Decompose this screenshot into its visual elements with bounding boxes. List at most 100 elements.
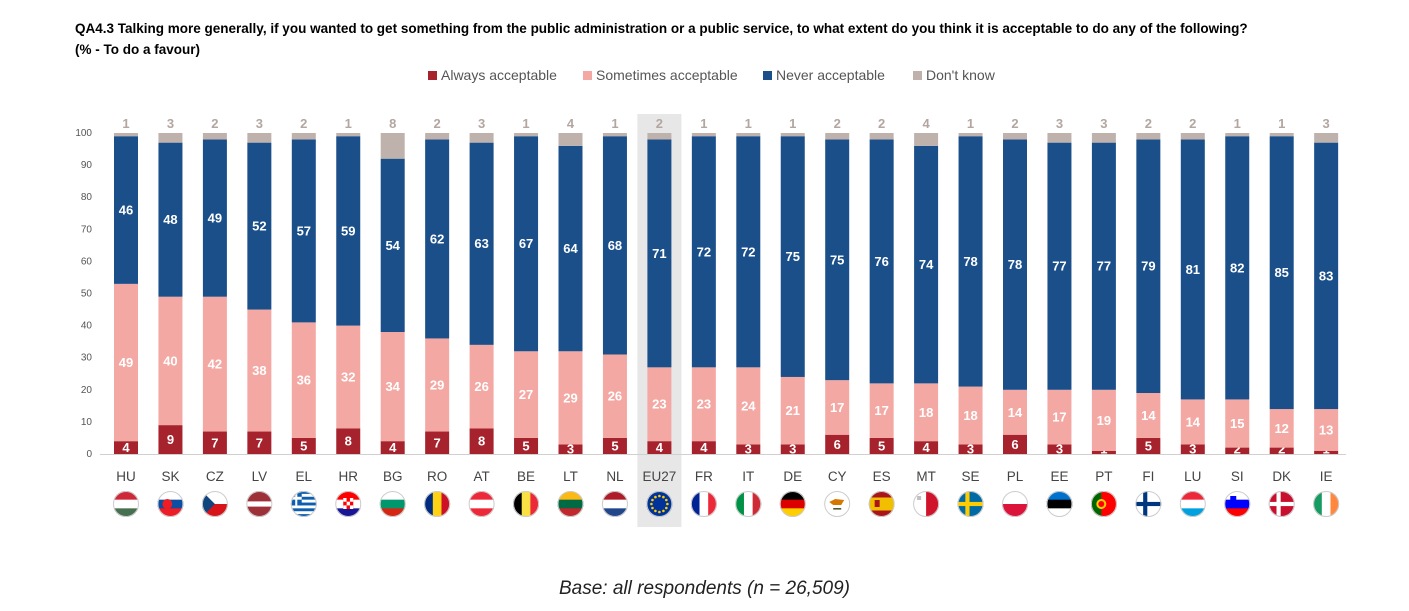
bar-segment-sk-3: [158, 133, 183, 143]
data-label: 14: [1186, 414, 1201, 429]
data-label-dont-know: 8: [389, 116, 396, 131]
data-label-dont-know: 2: [434, 116, 441, 131]
bar-segment-se-1: [958, 386, 983, 445]
flag-de-icon: [779, 491, 806, 517]
bar-segment-si-0: [1225, 447, 1250, 454]
y-tick-label: 20: [81, 385, 93, 396]
data-label: 5: [300, 438, 307, 453]
data-label: 2: [1278, 442, 1285, 457]
flag-fi-icon: [1135, 491, 1162, 517]
bar-segment-pl-1: [1003, 389, 1027, 435]
bar-segment-sk-2: [158, 142, 183, 297]
flag-mt-icon: [913, 491, 940, 517]
data-label: 77: [1097, 259, 1111, 274]
data-label-dont-know: 3: [478, 116, 485, 131]
bar-segment-fr-1: [691, 367, 716, 442]
data-label: 67: [519, 236, 533, 251]
x-tick-label: CY: [828, 469, 847, 484]
bar-segment-eu27-3: [647, 133, 672, 140]
legend-swatch-3: [913, 71, 922, 80]
data-label: 71: [652, 246, 666, 261]
bar-segment-fi-3: [1136, 133, 1161, 140]
data-label: 34: [385, 379, 400, 394]
bar-segment-nl-2: [602, 136, 627, 355]
bar-segment-be-3: [514, 133, 539, 137]
data-label: 36: [297, 373, 311, 388]
data-label-dont-know: 1: [611, 116, 618, 131]
data-label: 23: [697, 397, 711, 412]
x-tick-label: IE: [1320, 469, 1333, 484]
data-label: 54: [385, 238, 400, 253]
data-label: 26: [608, 389, 622, 404]
bar-segment-ro-3: [425, 133, 450, 140]
data-label: 17: [1052, 410, 1066, 425]
x-tick-label: EE: [1050, 469, 1068, 484]
y-tick-label: 80: [81, 192, 93, 203]
y-tick-label: 100: [75, 128, 92, 139]
data-label: 18: [919, 405, 933, 420]
data-label: 81: [1186, 262, 1200, 277]
bar-segment-dk-2: [1269, 136, 1294, 410]
data-label-dont-know: 1: [1234, 116, 1241, 131]
bar-segment-ie-1: [1314, 409, 1339, 451]
data-label: 3: [1189, 442, 1196, 457]
bar-segment-pl-3: [1003, 133, 1027, 140]
bar-segment-pt-1: [1091, 389, 1116, 451]
flag-at-icon: [468, 491, 495, 517]
bar-segment-pt-0: [1091, 450, 1116, 454]
data-label: 14: [1141, 408, 1156, 423]
bar-segment-at-2: [469, 142, 494, 345]
x-tick-label: HU: [116, 469, 136, 484]
data-label-dont-know: 2: [211, 116, 218, 131]
bar-segment-ee-3: [1047, 133, 1072, 143]
data-label: 17: [830, 400, 844, 415]
data-label: 82: [1230, 260, 1244, 275]
bar-segment-be-0: [514, 437, 539, 454]
flag-pl-icon: [1002, 491, 1028, 517]
bar-segment-nl-1: [602, 354, 627, 438]
bar-segment-dk-3: [1269, 133, 1294, 137]
bar-segment-ee-0: [1047, 444, 1072, 454]
data-label-dont-know: 1: [522, 116, 529, 131]
flag-ie-icon: [1313, 491, 1340, 517]
data-label: 27: [519, 387, 533, 402]
x-tick-label: LV: [252, 469, 268, 484]
y-tick-label: 70: [81, 224, 93, 235]
x-tick-label: BG: [383, 469, 403, 484]
bar-segment-be-1: [514, 351, 539, 438]
bar-segment-cy-0: [825, 434, 850, 454]
bar-segment-ee-1: [1047, 389, 1072, 445]
data-label: 14: [1008, 405, 1023, 420]
legend-swatch-2: [763, 71, 772, 80]
bar-segment-bg-1: [380, 332, 405, 442]
bar-segment-pl-2: [1003, 139, 1027, 390]
data-label: 24: [741, 398, 756, 413]
flag-pt-icon: [1090, 491, 1117, 517]
x-tick-label: PT: [1095, 469, 1112, 484]
x-tick-label: RO: [427, 469, 447, 484]
bar-segment-sk-0: [158, 425, 183, 454]
data-label: 42: [208, 357, 222, 372]
data-label: 75: [830, 252, 844, 267]
flag-lu-icon: [1179, 491, 1206, 517]
bar-segment-el-3: [291, 133, 316, 140]
bar-segment-es-0: [869, 437, 894, 454]
bar-segment-ro-2: [425, 139, 450, 339]
data-label: 21: [786, 403, 800, 418]
data-label: 85: [1274, 265, 1288, 280]
data-label: 6: [834, 437, 841, 452]
flag-ro-icon: [424, 491, 451, 517]
x-tick-label: HR: [339, 469, 359, 484]
bar-segment-hu-2: [114, 136, 138, 284]
bar-segment-cz-3: [202, 133, 227, 140]
x-tick-label: BE: [517, 469, 535, 484]
bar-segment-fr-3: [691, 133, 716, 137]
data-label: 9: [167, 432, 174, 447]
stacked-bar-chart: Always acceptable Sometimes acceptable Nev…: [75, 67, 1347, 527]
flag-sk-icon: [157, 491, 184, 517]
base-note: Base: all respondents (n = 26,509): [559, 578, 850, 599]
bar-segment-at-3: [469, 133, 494, 143]
bar-segment-lt-3: [558, 133, 583, 146]
data-label: 29: [563, 390, 577, 405]
data-label: 40: [163, 353, 177, 368]
